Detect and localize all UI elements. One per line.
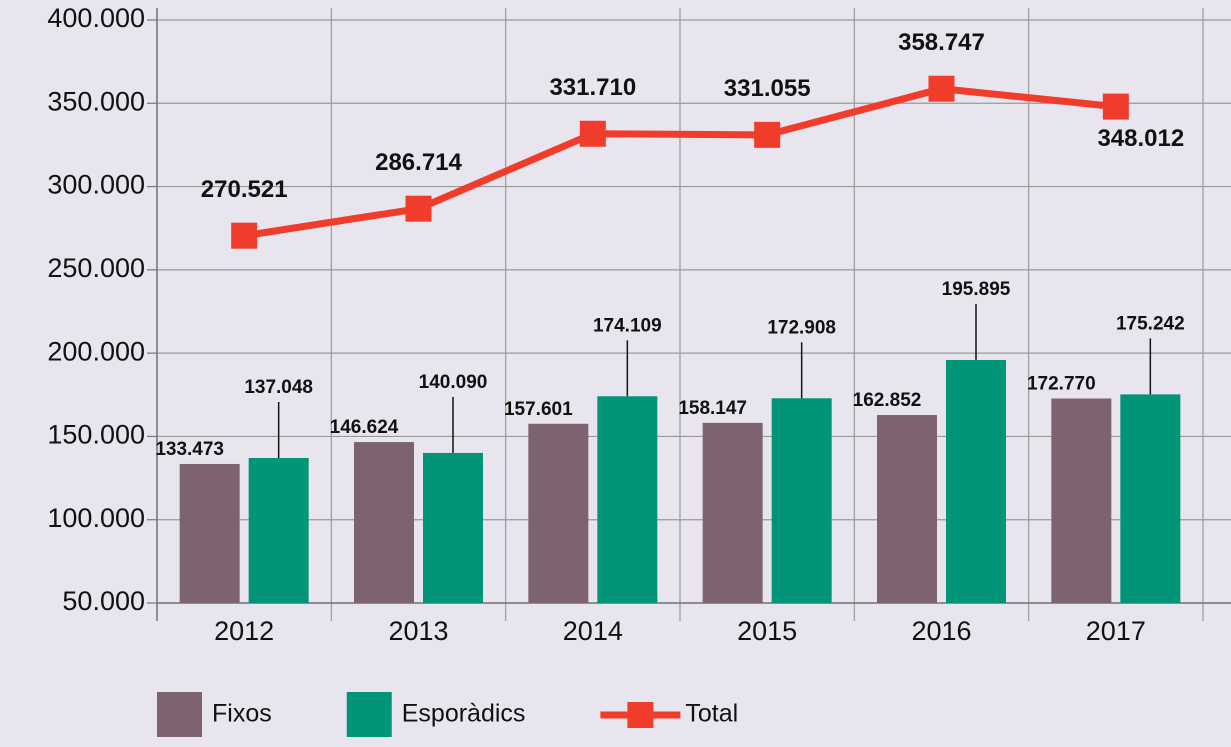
bar-value-label: 195.895 — [942, 279, 1011, 300]
line — [243, 85, 1117, 240]
y-tick-label: 400.000 — [47, 3, 145, 33]
bar — [1120, 394, 1181, 603]
line-value-label: 286.714 — [375, 149, 462, 176]
bar-value-label: 140.090 — [419, 372, 488, 393]
bar-value-label: 174.109 — [593, 315, 662, 336]
bar-value-label: 172.908 — [767, 317, 836, 338]
legend-label: Total — [685, 700, 738, 728]
y-tick-label: 350.000 — [47, 86, 145, 116]
line-value-label: 358.747 — [898, 29, 985, 56]
line-value-label: 331.055 — [724, 75, 811, 102]
legend-marker — [627, 702, 654, 728]
bar-value-label: 172.770 — [1027, 374, 1096, 395]
bar — [179, 463, 240, 603]
line-marker — [928, 75, 955, 102]
y-tick-label: 200.000 — [47, 336, 145, 366]
y-tick-label: 250.000 — [47, 253, 145, 283]
bar-value-label: 175.242 — [1116, 313, 1185, 334]
line-marker — [231, 222, 258, 249]
bar — [1051, 398, 1112, 603]
bar — [597, 396, 658, 603]
x-tick-label: 2016 — [911, 616, 971, 646]
bar — [702, 422, 763, 603]
bar — [423, 452, 483, 603]
bar-value-label: 158.147 — [678, 398, 747, 419]
y-tick-label: 300.000 — [47, 170, 145, 200]
line-marker — [579, 120, 606, 147]
legend-label: Fixos — [212, 700, 272, 728]
line-value-label: 348.012 — [1097, 125, 1184, 152]
y-tick-label: 150.000 — [47, 420, 145, 450]
line-value-label: 331.710 — [549, 74, 636, 101]
bar — [528, 423, 589, 603]
y-tick-label: 50.000 — [62, 586, 145, 616]
legend-swatch — [346, 692, 392, 737]
legend-swatch — [157, 692, 202, 737]
y-tick-label: 100.000 — [47, 503, 145, 533]
x-tick-label: 2015 — [737, 616, 797, 646]
x-tick-label: 2014 — [563, 616, 623, 646]
line-marker — [754, 121, 781, 148]
bar-value-label: 133.473 — [155, 439, 224, 460]
bar-value-label: 146.624 — [330, 417, 399, 438]
bar-value-label: 162.852 — [853, 390, 922, 411]
x-tick-label: 2013 — [388, 616, 448, 646]
bar — [354, 442, 414, 603]
line-marker — [405, 195, 432, 222]
x-tick-label: 2012 — [214, 616, 274, 646]
bar-value-label: 137.048 — [244, 377, 313, 398]
legend-label: Esporàdics — [402, 700, 526, 728]
bar — [248, 458, 309, 603]
x-tick-label: 2017 — [1086, 616, 1146, 646]
bar — [771, 398, 832, 603]
bar — [946, 359, 1006, 603]
line-value-label: 270.521 — [201, 176, 288, 203]
bar — [877, 415, 937, 603]
line-marker — [1102, 93, 1129, 120]
bar-value-label: 157.601 — [504, 399, 573, 420]
